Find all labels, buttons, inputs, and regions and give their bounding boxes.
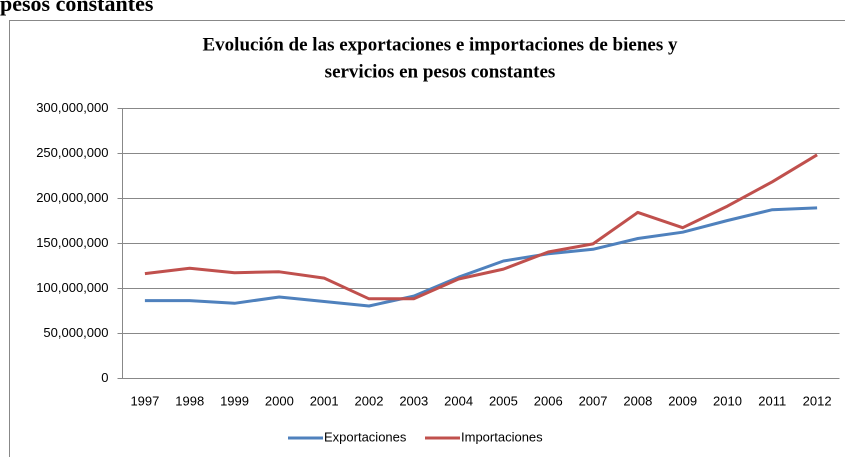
header: pesos constantes — [0, 0, 154, 16]
chart-title: servicios en pesos constantes — [325, 61, 556, 82]
x-tick-label: 1998 — [175, 393, 204, 408]
x-tick-label: 2012 — [803, 393, 832, 408]
x-tick-label: 1997 — [130, 393, 159, 408]
x-tick-label: 2005 — [489, 393, 518, 408]
x-tick-label: 2003 — [399, 393, 428, 408]
x-tick-label: 2007 — [579, 393, 608, 408]
x-tick-label: 2011 — [758, 393, 786, 408]
y-tick-label: 200,000,000 — [36, 190, 108, 205]
y-tick-label: 100,000,000 — [36, 280, 108, 295]
legend-label: Importaciones — [461, 429, 543, 444]
y-tick-label: 150,000,000 — [36, 235, 108, 250]
x-tick-label: 2000 — [265, 393, 294, 408]
y-tick-label: 50,000,000 — [43, 325, 108, 340]
x-tick-label: 2008 — [623, 393, 652, 408]
y-tick-label: 0 — [101, 370, 108, 385]
chart-title: Evolución de las exportaciones e importa… — [203, 34, 678, 55]
legend-label: Exportaciones — [324, 429, 407, 444]
series-line — [144, 153, 818, 301]
x-tick-label: 2006 — [534, 393, 563, 408]
x-tick-label: 2009 — [668, 393, 697, 408]
series-line — [144, 206, 818, 308]
x-tick-label: 2002 — [355, 393, 384, 408]
y-tick-label: 300,000,000 — [36, 100, 108, 115]
x-tick-label: 1999 — [220, 393, 249, 408]
chart-frame — [9, 20, 845, 457]
x-tick-label: 2004 — [444, 393, 473, 408]
x-tick-label: 2001 — [310, 393, 339, 408]
x-tick-label: 2010 — [713, 393, 742, 408]
y-tick-label: 250,000,000 — [36, 145, 108, 160]
